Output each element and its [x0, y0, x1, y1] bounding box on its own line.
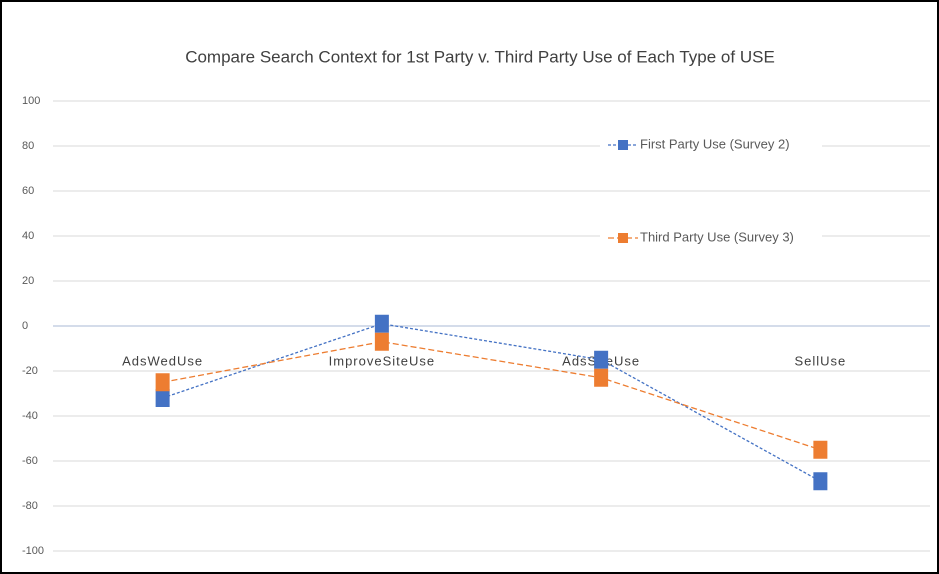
y-tick-label: -100: [22, 545, 44, 557]
y-tick-label: 60: [22, 185, 34, 197]
y-tick-label: 40: [22, 230, 34, 242]
point-marker: [594, 350, 609, 369]
legend-marker: [618, 140, 628, 150]
point-marker: [813, 440, 828, 459]
y-tick-label: -20: [22, 365, 38, 377]
legend-label: First Party Use (Survey 2): [640, 136, 790, 151]
y-tick-label: -60: [22, 455, 38, 467]
legend-marker: [618, 233, 628, 243]
series-line: [162, 341, 821, 451]
x-tick-label: ImproveSiteUse: [329, 353, 435, 368]
point-marker: [374, 314, 389, 333]
point-marker: [155, 373, 170, 392]
x-tick-label: AdsWedUse: [122, 353, 203, 368]
point-marker: [813, 472, 828, 491]
series-line: [162, 323, 821, 482]
legend-bg: [600, 228, 822, 248]
y-tick-label: -80: [22, 500, 38, 512]
chart-title: Compare Search Context for 1st Party v. …: [185, 47, 775, 66]
x-tick-label: SellUse: [794, 353, 846, 368]
y-tick-label: 100: [22, 95, 40, 107]
point-marker: [374, 332, 389, 351]
y-tick-label: 20: [22, 275, 34, 287]
point-marker: [155, 389, 170, 407]
y-tick-label: 80: [22, 140, 34, 152]
y-tick-label: 0: [22, 320, 28, 332]
point-marker: [594, 368, 609, 387]
legend-label: Third Party Use (Survey 3): [640, 229, 794, 244]
y-tick-label: -40: [22, 410, 38, 422]
legend-bg: [600, 135, 822, 155]
